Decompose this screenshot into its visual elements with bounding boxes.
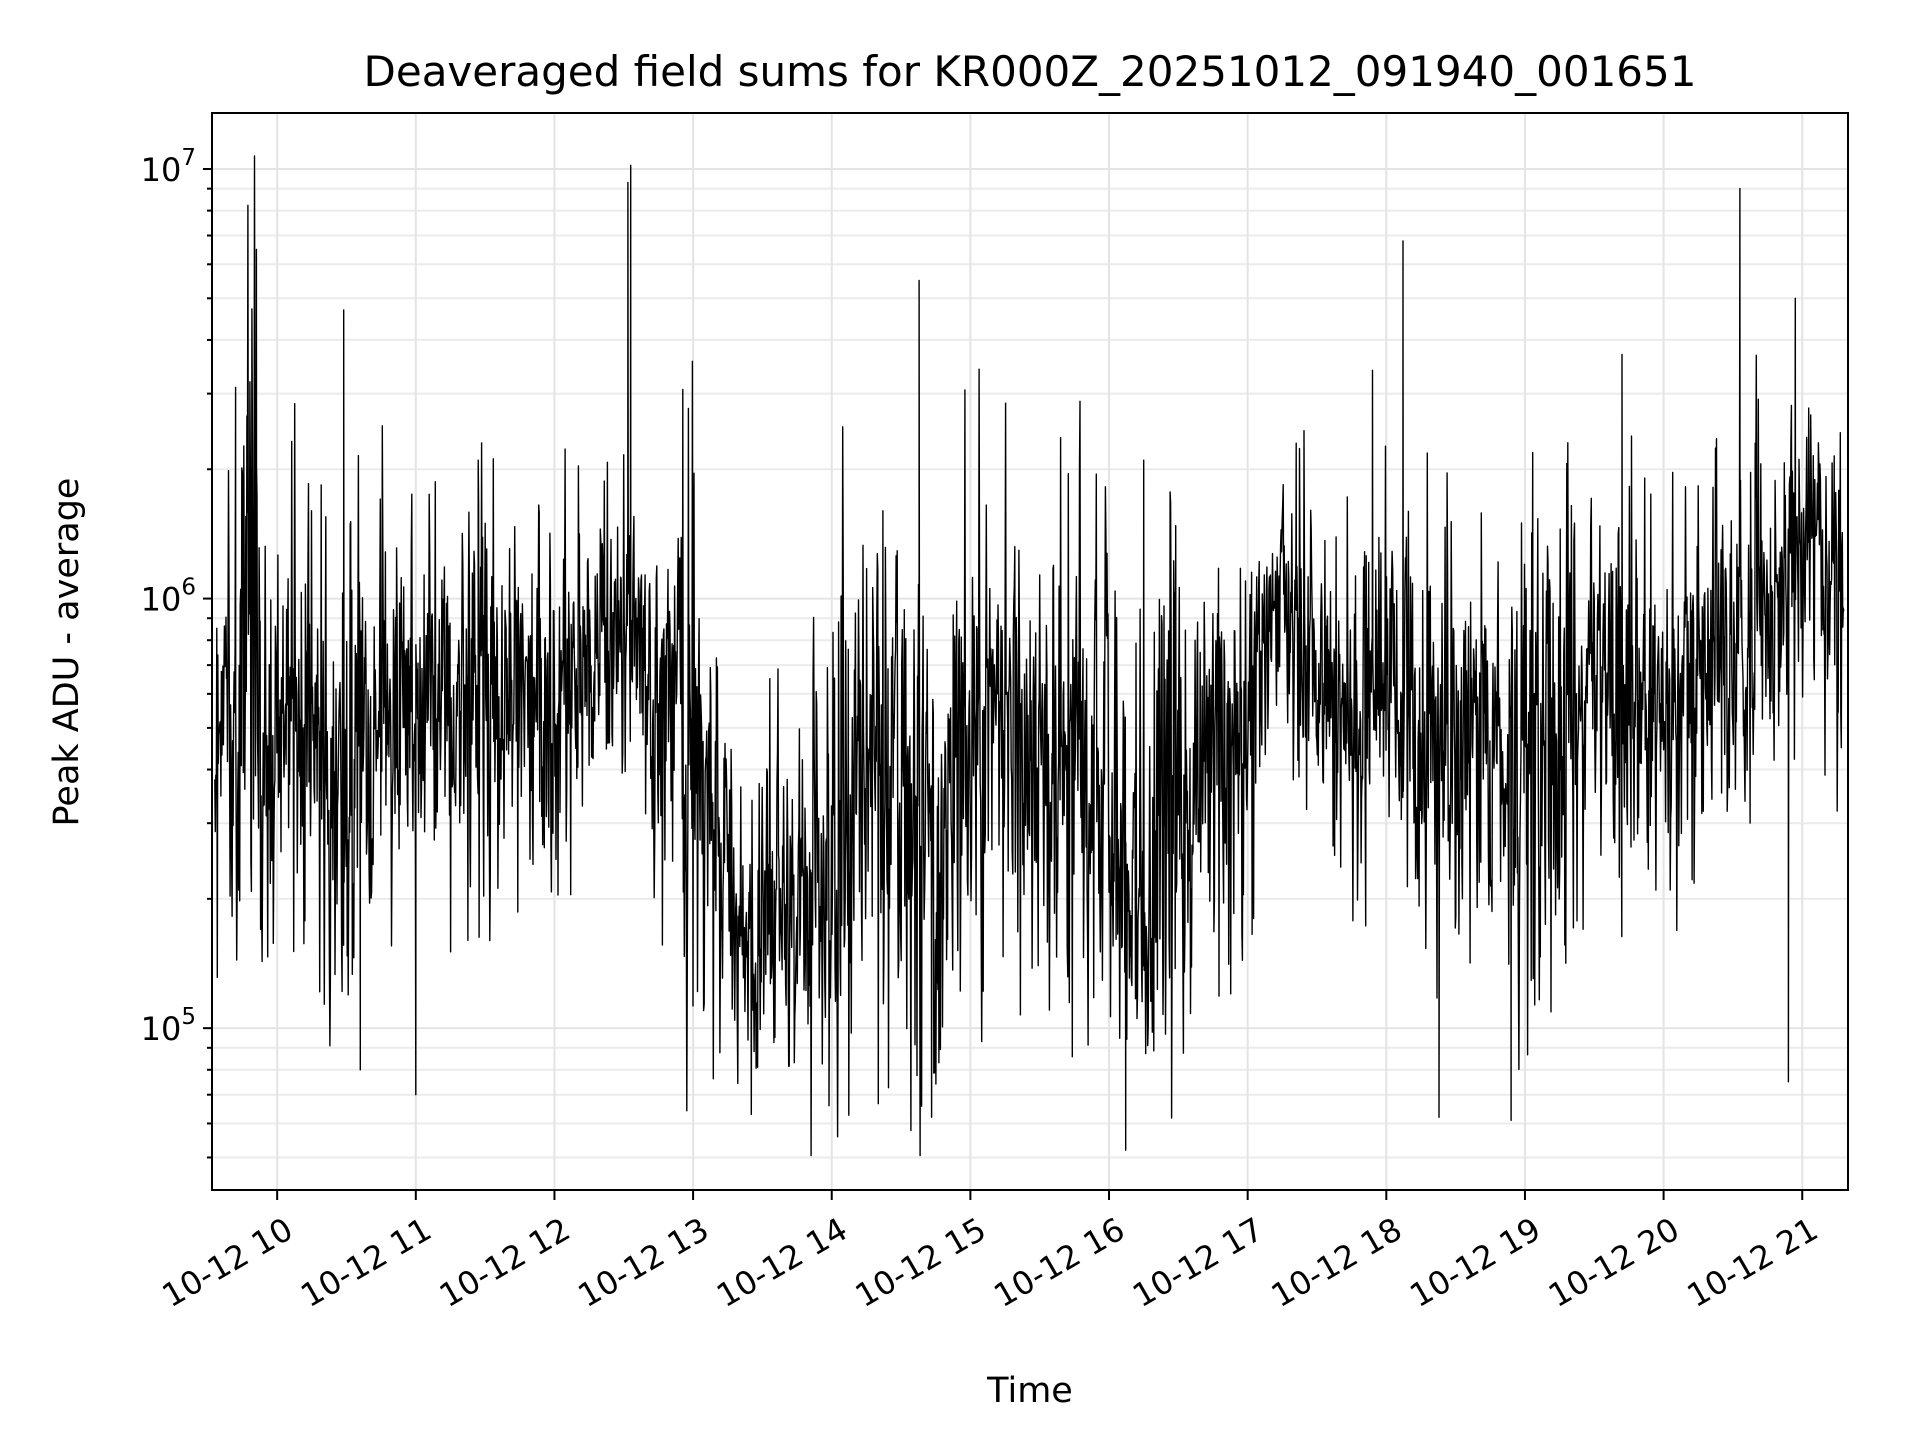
series-layer	[214, 155, 1845, 1157]
x-axis-label: Time	[986, 1371, 1073, 1411]
y-axis-label: Peak ADU - average	[47, 478, 87, 827]
y-tick-label: 107	[141, 145, 196, 189]
y-tick-label: 106	[141, 575, 196, 619]
plot-area-frame	[211, 112, 1849, 1191]
y-axis: 105 106 107	[141, 145, 212, 1159]
chart-title: Deaveraged field sums for KR000Z_2025101…	[364, 47, 1697, 96]
y-tick-label: 105	[141, 1004, 196, 1048]
series-line-peak-adu	[214, 155, 1845, 1157]
